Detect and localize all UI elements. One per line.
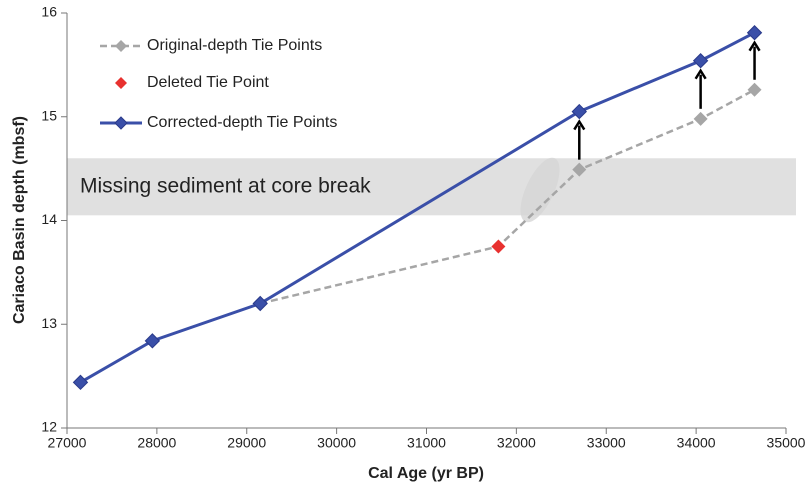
y-tick-label: 12 bbox=[41, 419, 57, 435]
shift-arrow-head bbox=[748, 40, 761, 52]
legend-marker bbox=[115, 77, 127, 89]
x-tick-label: 34000 bbox=[677, 435, 716, 451]
x-tick-label: 33000 bbox=[587, 435, 626, 451]
series-line bbox=[79, 31, 756, 384]
shift-arrow-head bbox=[694, 68, 707, 80]
y-tick-label: 15 bbox=[41, 107, 57, 123]
point bbox=[746, 25, 763, 41]
x-tick-label: 29000 bbox=[227, 435, 266, 451]
x-axis-label: Cal Age (yr BP) bbox=[368, 465, 484, 482]
x-tick-label: 28000 bbox=[137, 435, 176, 451]
legend-marker bbox=[114, 116, 128, 130]
legend-label: Original-depth Tie Points bbox=[147, 37, 322, 54]
y-tick-label: 13 bbox=[41, 315, 57, 331]
y-tick-label: 14 bbox=[41, 211, 57, 227]
point bbox=[747, 82, 762, 97]
point bbox=[572, 162, 587, 177]
legend-label: Corrected-depth Tie Points bbox=[147, 114, 337, 131]
y-tick-label: 16 bbox=[41, 4, 57, 20]
point bbox=[571, 103, 587, 120]
x-tick-label: 31000 bbox=[407, 435, 446, 451]
y-axis-label: Cariaco Basin depth (mbsf) bbox=[11, 116, 28, 324]
highlight-ellipse bbox=[520, 157, 560, 223]
x-tick-label: 32000 bbox=[497, 435, 536, 451]
point bbox=[72, 374, 89, 391]
point bbox=[693, 111, 708, 126]
legend-label: Deleted Tie Point bbox=[147, 74, 269, 91]
point bbox=[692, 53, 709, 69]
point bbox=[144, 333, 161, 349]
point bbox=[252, 295, 268, 312]
x-tick-label: 30000 bbox=[317, 435, 356, 451]
legend-marker bbox=[115, 40, 127, 52]
band-label: Missing sediment at core break bbox=[80, 174, 371, 197]
missing-band bbox=[67, 158, 796, 216]
x-tick-label: 27000 bbox=[48, 435, 87, 451]
shift-arrow-head bbox=[573, 119, 586, 131]
x-tick-label: 35000 bbox=[767, 435, 806, 451]
point bbox=[491, 239, 506, 254]
